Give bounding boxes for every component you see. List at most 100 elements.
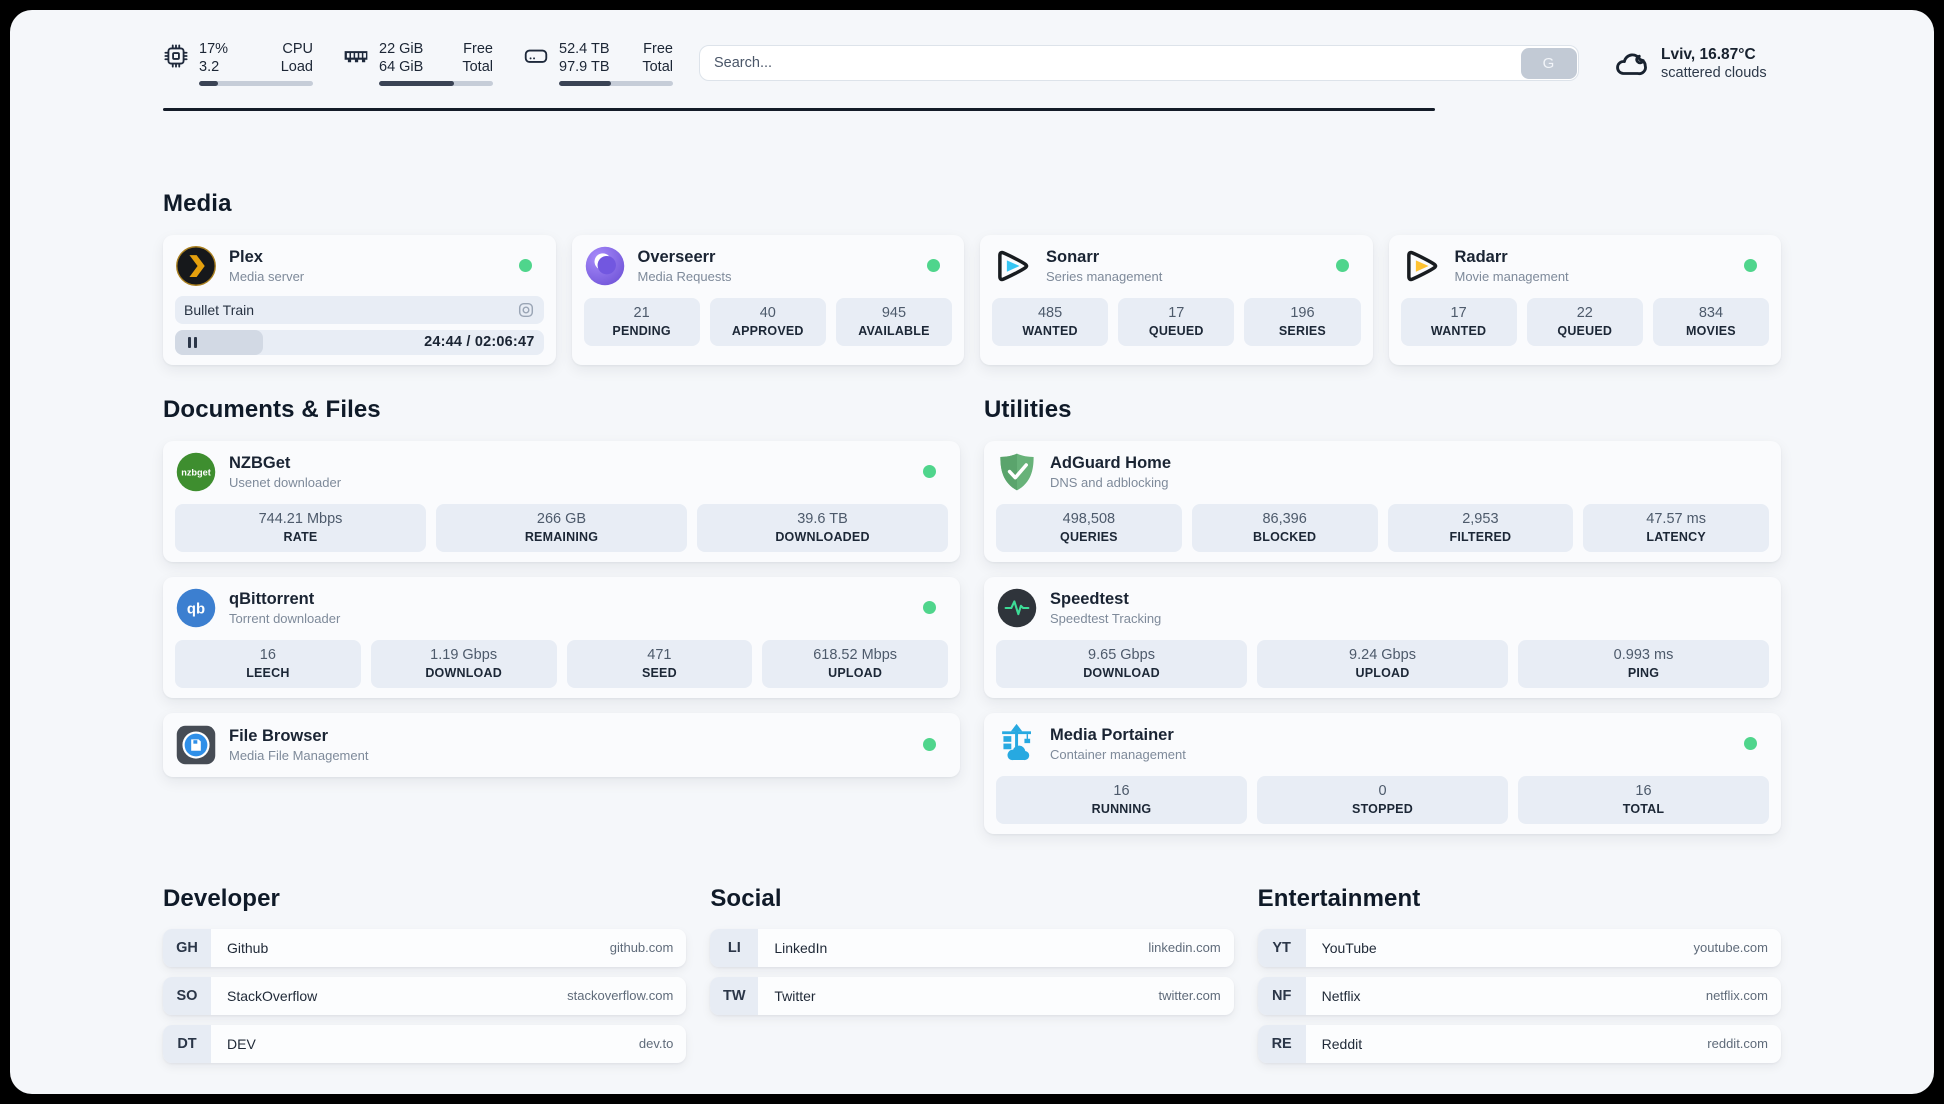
- stat-box: 40 APPROVED: [709, 297, 826, 346]
- app-desc: DNS and adblocking: [1050, 474, 1169, 490]
- cpu-progress-fill: [199, 81, 219, 86]
- cpu-progress-track: [199, 81, 313, 86]
- system-stats: 17% CPU 3.2 Load 22 GiB Free 64 GiB: [163, 40, 673, 86]
- online-status-dot: [923, 465, 936, 478]
- stat-box: 47.57 ms LATENCY: [1583, 503, 1769, 552]
- stat-box: 1.19 Gbps DOWNLOAD: [370, 639, 557, 688]
- link-name: YouTube: [1321, 939, 1377, 956]
- stat-box: 0.993 ms PING: [1518, 639, 1769, 688]
- app-card-overseerr[interactable]: Overseerr Media Requests 21 PENDING 40 APP…: [571, 234, 964, 365]
- link-row-twitter[interactable]: TW Twitter twitter.com: [710, 976, 1234, 1015]
- svg-text:nzbget: nzbget: [181, 467, 211, 477]
- ram-progress-track: [379, 81, 493, 86]
- disk-free: 52.4 TB: [559, 41, 610, 57]
- link-row-netflix[interactable]: NF Netflix netflix.com: [1257, 976, 1781, 1015]
- header-divider: [163, 108, 1435, 111]
- online-status-dot: [1744, 259, 1757, 272]
- top-bar: 17% CPU 3.2 Load 22 GiB Free 64 GiB: [163, 40, 1781, 86]
- cpu-stat: 17% CPU 3.2 Load: [163, 40, 313, 86]
- stat-box: 498,508 QUERIES: [996, 503, 1182, 552]
- stat-box: 2,953 FILTERED: [1387, 503, 1574, 552]
- link-url: youtube.com: [1693, 940, 1768, 955]
- link-url: netflix.com: [1705, 988, 1768, 1003]
- search-engine-button[interactable]: G: [1520, 47, 1577, 79]
- adguard-icon: [996, 451, 1038, 493]
- stat-box: 618.52 Mbps UPLOAD: [762, 639, 948, 688]
- link-url: stackoverflow.com: [567, 988, 674, 1003]
- qbittorrent-icon: qb: [175, 587, 217, 629]
- ram-total-label: Total: [462, 59, 493, 75]
- stat-box: 266 GB REMAINING: [436, 503, 687, 552]
- app-name: Sonarr: [1046, 248, 1100, 267]
- link-abbr: RE: [1257, 1024, 1306, 1063]
- disk-free-label: Free: [643, 41, 673, 57]
- utilities-column: Utilities: [984, 395, 1781, 834]
- online-status-dot: [1335, 259, 1349, 272]
- player-bar: 24:44 / 02:06:47: [175, 329, 544, 355]
- link-row-dev[interactable]: DT DEV dev.to: [163, 1024, 687, 1063]
- pause-button[interactable]: [175, 329, 263, 355]
- now-playing-title: Bullet Train: [184, 301, 255, 318]
- app-desc: Speedtest Tracking: [1050, 610, 1162, 626]
- link-url: dev.to: [638, 1036, 674, 1051]
- stat-box: 0 STOPPED: [1257, 775, 1508, 824]
- nzbget-icon: nzbget: [175, 451, 217, 493]
- app-card-plex[interactable]: Plex Media server Bullet Train 24:44 / 0: [163, 234, 556, 365]
- app-desc: Torrent downloader: [229, 610, 341, 626]
- radarr-icon: [1401, 245, 1443, 287]
- playback-time: 24:44 / 02:06:47: [424, 334, 535, 350]
- link-url: twitter.com: [1158, 988, 1221, 1003]
- stat-box: 86,396 BLOCKED: [1191, 503, 1378, 552]
- link-url: reddit.com: [1707, 1036, 1768, 1051]
- app-name: Overseerr: [637, 248, 716, 267]
- documents-column: Documents & Files nzbget NZBGet Usenet d…: [163, 395, 960, 834]
- link-abbr: DT: [163, 1024, 211, 1063]
- app-desc: Media server: [229, 268, 305, 284]
- now-playing-row: Bullet Train: [175, 295, 544, 324]
- app-card-portainer[interactable]: Media Portainer Container management 16 R…: [984, 712, 1781, 834]
- app-name: Radarr: [1454, 248, 1508, 267]
- app-card-nzbget[interactable]: nzbget NZBGet Usenet downloader 744.21 M…: [163, 440, 960, 562]
- app-desc: Media File Management: [229, 747, 369, 763]
- link-row-stackoverflow[interactable]: SO StackOverflow stackoverflow.com: [163, 976, 687, 1015]
- stat-box: 16 LEECH: [175, 639, 361, 688]
- stat-box: 17 WANTED: [1400, 297, 1517, 346]
- online-status-dot: [518, 259, 532, 272]
- link-url: linkedin.com: [1148, 940, 1221, 955]
- app-card-sonarr[interactable]: Sonarr Series management 485 WANTED 17 QUE…: [980, 234, 1373, 365]
- link-row-reddit[interactable]: RE Reddit reddit.com: [1257, 1024, 1781, 1063]
- section-title-documents: Documents & Files: [163, 395, 381, 423]
- link-row-linkedin[interactable]: LI LinkedIn linkedin.com: [710, 928, 1234, 967]
- stat-box: 22 QUEUED: [1526, 297, 1643, 346]
- stat-box: 21 PENDING: [583, 297, 700, 346]
- stat-box: 16 RUNNING: [996, 775, 1247, 824]
- entertainment-column: Entertainment YT YouTube youtube.com NF …: [1257, 884, 1781, 1063]
- app-card-radarr[interactable]: Radarr Movie management 17 WANTED 22 QUEUE…: [1388, 234, 1781, 365]
- link-row-github[interactable]: GH Github github.com: [163, 928, 687, 967]
- cloud-icon: [1613, 45, 1649, 81]
- weather-widget: Lviv, 16.87°C scattered clouds: [1613, 45, 1781, 81]
- portainer-icon: [996, 723, 1038, 765]
- stat-box: 834 MOVIES: [1652, 297, 1770, 346]
- app-card-adguard[interactable]: AdGuard Home DNS and adblocking 498,508 Q…: [984, 440, 1781, 562]
- link-name: Github: [227, 939, 269, 956]
- overseerr-icon: [584, 245, 626, 287]
- cpu-percent: 17%: [199, 41, 229, 57]
- online-status-dot: [927, 259, 940, 272]
- stat-box: 39.6 TB DOWNLOADED: [697, 503, 948, 552]
- disk-progress-track: [559, 81, 673, 86]
- link-abbr: LI: [710, 928, 759, 967]
- search-input[interactable]: [699, 45, 1579, 81]
- app-card-filebrowser[interactable]: File Browser Media File Management: [163, 712, 960, 777]
- app-desc: Series management: [1046, 268, 1163, 284]
- stat-box: 17 QUEUED: [1118, 297, 1235, 346]
- app-card-qbittorrent[interactable]: qb qBittorrent Torrent downloader 16 LEEC…: [163, 576, 960, 698]
- app-card-speedtest[interactable]: Speedtest Speedtest Tracking 9.65 Gbps DO…: [984, 576, 1781, 698]
- weather-location-temp: Lviv, 16.87°C: [1661, 45, 1756, 63]
- link-row-youtube[interactable]: YT YouTube youtube.com: [1257, 928, 1781, 967]
- developer-column: Developer GH Github github.com SO StackO…: [163, 884, 687, 1063]
- link-name: Netflix: [1321, 987, 1361, 1004]
- pause-icon: [188, 336, 191, 348]
- filebrowser-icon: [175, 724, 217, 766]
- link-abbr: YT: [1257, 928, 1306, 967]
